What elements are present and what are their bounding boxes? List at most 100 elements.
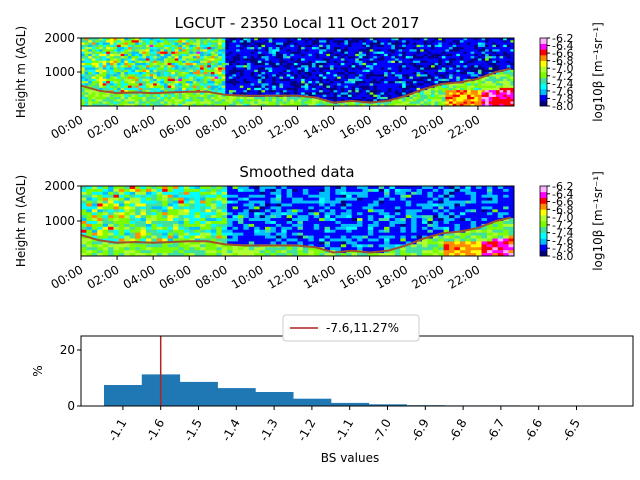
heatmap-cell — [156, 60, 161, 64]
heatmap-cell — [467, 69, 471, 73]
heatmap-cell — [275, 92, 280, 95]
heatmap-cell — [203, 72, 208, 75]
heatmap-cell — [286, 235, 293, 239]
heatmap-cell — [173, 238, 179, 242]
heatmap-cell — [348, 67, 352, 71]
heatmap-cell — [145, 209, 152, 213]
heatmap-cell — [250, 87, 255, 91]
heatmap-cell — [308, 247, 315, 251]
heatmap-cell — [481, 103, 486, 107]
heatmap-cell — [131, 92, 136, 95]
heatmap-cell — [324, 209, 331, 213]
heatmap-cell — [196, 87, 201, 91]
heatmap-cell — [145, 40, 150, 43]
heatmap-cell — [319, 203, 325, 207]
heatmap-cell — [210, 250, 217, 254]
heatmap-cell — [369, 69, 374, 73]
heatmap-cell — [268, 78, 273, 82]
heatmap-cell — [194, 212, 201, 216]
heatmap-cell — [236, 62, 241, 66]
heatmap-cell — [492, 76, 497, 80]
heatmap-cell — [210, 101, 215, 105]
heatmap-cell — [81, 101, 85, 105]
heatmap-cell — [308, 85, 313, 89]
heatmap-cell — [409, 74, 414, 77]
heatmap-cell — [91, 92, 96, 95]
heatmap-cell — [196, 85, 201, 89]
heatmap-cell — [109, 74, 114, 77]
heatmap-cell — [153, 94, 158, 98]
heatmap-cell — [373, 241, 379, 245]
heatmap-cell — [113, 235, 120, 239]
heatmap-cell — [420, 62, 425, 66]
heatmap-cell — [124, 244, 131, 248]
heatmap-cell — [358, 56, 363, 59]
heatmap-cell — [131, 67, 136, 71]
heatmap-cell — [474, 69, 479, 73]
heatmap-cell — [259, 238, 266, 242]
heatmap-cell — [348, 60, 352, 64]
heatmap-cell — [366, 74, 370, 77]
heatmap-cell — [477, 44, 482, 48]
heatmap-cell — [369, 83, 374, 86]
heatmap-cell — [163, 85, 168, 89]
heatmap-cell — [452, 69, 457, 73]
heatmap-cell — [200, 67, 204, 71]
heatmap-cell — [129, 226, 136, 231]
heatmap-cell — [441, 49, 446, 52]
heatmap-cell — [492, 92, 497, 95]
heatmap-cell — [167, 74, 172, 77]
heatmap-cell — [162, 244, 168, 248]
heatmap-cell — [412, 87, 417, 91]
heatmap-cell — [221, 186, 228, 190]
heatmap-cell — [355, 90, 360, 93]
heatmap-cell — [124, 218, 131, 222]
heatmap-cell — [324, 232, 331, 236]
heatmap-cell — [261, 44, 266, 48]
heatmap-cell — [304, 92, 309, 95]
heatmap-cell — [398, 67, 403, 71]
heatmap-cell — [348, 96, 352, 100]
heatmap-cell — [322, 94, 327, 98]
heatmap-cell — [384, 69, 389, 73]
colorbar-tick-label: -7.6 — [552, 85, 573, 98]
heatmap-cell — [398, 40, 403, 43]
heatmap-cell — [81, 90, 85, 93]
heatmap-cell — [485, 85, 490, 89]
heatmap-cell — [373, 60, 378, 64]
heatmap-cell — [275, 74, 280, 77]
heatmap-cell — [441, 76, 446, 80]
heatmap-cell — [438, 67, 443, 71]
heatmap-cell — [237, 250, 244, 254]
heatmap-cell — [351, 103, 356, 107]
heatmap-cell — [189, 49, 194, 52]
heatmap-cell — [348, 90, 352, 93]
heatmap-cell — [380, 62, 385, 66]
heatmap-cell — [290, 69, 295, 73]
heatmap-cell — [120, 87, 125, 91]
heatmap-cell — [333, 62, 338, 66]
heatmap-cell — [452, 56, 457, 59]
heatmap-cell — [304, 83, 309, 86]
heatmap-cell — [344, 76, 349, 80]
heatmap-cell — [182, 94, 186, 98]
heatmap-cell — [109, 44, 114, 48]
heatmap-cell — [218, 90, 223, 93]
heatmap-cell — [239, 74, 244, 77]
heatmap-cell — [207, 81, 212, 84]
heatmap-cell — [102, 209, 109, 213]
heatmap-cell — [384, 103, 389, 107]
heatmap-cell — [313, 235, 320, 239]
heatmap-cell — [326, 49, 331, 52]
heatmap-cell — [329, 83, 334, 86]
heatmap-cell — [129, 191, 136, 196]
heatmap-cell — [254, 101, 259, 105]
heatmap-cell — [275, 72, 280, 75]
heatmap-cell — [297, 247, 304, 251]
heatmap-cell — [304, 42, 309, 46]
heatmap-cell — [366, 62, 370, 66]
heatmap-cell — [232, 209, 239, 213]
heatmap-cell — [340, 215, 347, 219]
heatmap-cell — [387, 58, 392, 61]
heatmap-cell — [335, 223, 342, 228]
